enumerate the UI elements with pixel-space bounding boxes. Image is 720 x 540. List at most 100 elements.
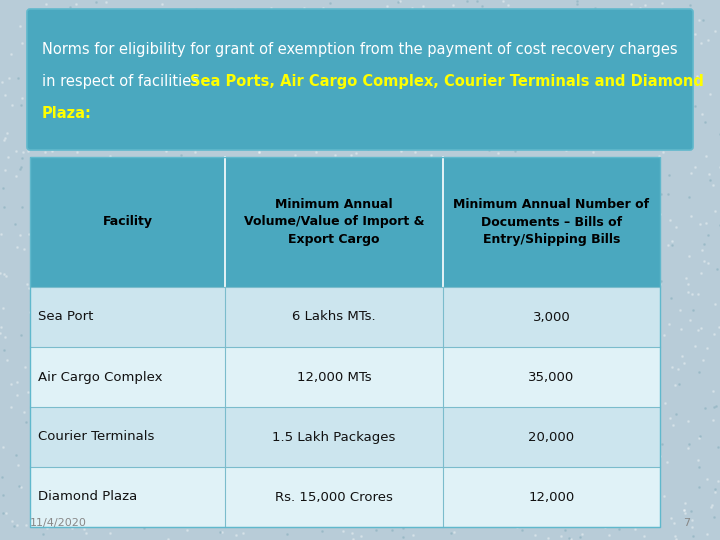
Point [199, 451, 210, 460]
Point [482, 238, 493, 247]
Point [618, 128, 630, 137]
Point [175, 401, 186, 410]
Point [476, 379, 487, 387]
Point [691, 72, 703, 80]
Point [204, 284, 216, 292]
Point [468, 326, 480, 335]
Point [528, 503, 539, 511]
Point [323, 346, 334, 355]
Point [660, 399, 671, 408]
Point [205, 232, 217, 240]
Point [639, 1, 650, 9]
Point [321, 127, 333, 136]
Point [478, 274, 490, 282]
Point [104, 152, 115, 160]
Point [464, 180, 476, 189]
Point [274, 66, 285, 75]
Point [200, 206, 212, 215]
Point [208, 181, 220, 190]
Point [599, 522, 611, 531]
Point [96, 489, 108, 498]
Point [356, 246, 368, 254]
Point [588, 388, 599, 397]
Point [40, 155, 52, 164]
Point [94, 171, 106, 179]
Point [105, 172, 117, 181]
Point [366, 246, 377, 255]
Point [494, 45, 505, 53]
Point [413, 349, 424, 357]
Point [518, 475, 530, 484]
Point [138, 393, 150, 401]
Point [137, 361, 148, 369]
Point [159, 496, 171, 504]
Point [338, 193, 349, 202]
Point [624, 427, 636, 436]
Point [576, 269, 588, 278]
Point [659, 330, 670, 339]
Point [305, 100, 316, 109]
Point [413, 378, 424, 387]
Point [288, 30, 300, 38]
Point [105, 449, 117, 457]
Point [511, 462, 523, 471]
Point [83, 128, 94, 137]
Point [153, 490, 165, 499]
Point [300, 191, 311, 199]
Point [333, 357, 345, 366]
Point [689, 163, 701, 171]
Point [605, 375, 616, 384]
Point [153, 75, 165, 83]
Point [707, 415, 719, 424]
Point [656, 139, 667, 148]
Point [141, 411, 153, 420]
Point [379, 154, 390, 163]
Point [240, 508, 252, 517]
Point [67, 319, 78, 328]
Point [682, 75, 693, 83]
Point [638, 444, 649, 453]
Point [392, 0, 404, 6]
Point [119, 361, 130, 370]
Point [421, 505, 433, 514]
Point [274, 272, 286, 281]
Point [5, 379, 17, 388]
Point [500, 107, 512, 116]
Point [262, 362, 274, 371]
Point [21, 280, 32, 289]
Point [545, 412, 557, 421]
Point [556, 410, 567, 419]
Point [701, 219, 712, 227]
Point [150, 396, 161, 405]
Point [171, 309, 183, 318]
Point [657, 440, 668, 448]
Point [220, 158, 231, 167]
Point [84, 85, 95, 94]
Point [348, 414, 359, 423]
Point [639, 67, 651, 76]
Point [57, 303, 68, 312]
Point [39, 46, 50, 55]
Point [114, 312, 126, 320]
Point [166, 129, 177, 137]
Point [389, 188, 400, 197]
Point [320, 85, 332, 94]
Point [25, 200, 37, 209]
Point [98, 104, 109, 113]
Point [196, 240, 207, 248]
Point [156, 298, 168, 307]
Point [117, 87, 128, 96]
Point [429, 16, 441, 24]
Point [498, 228, 509, 237]
Point [575, 164, 587, 172]
Point [1, 129, 13, 138]
Point [33, 347, 45, 356]
Point [122, 25, 133, 34]
Point [657, 148, 669, 157]
Point [462, 59, 474, 68]
Point [686, 289, 698, 298]
Point [417, 221, 428, 230]
Point [163, 317, 174, 326]
Point [590, 451, 602, 460]
Point [350, 31, 361, 40]
